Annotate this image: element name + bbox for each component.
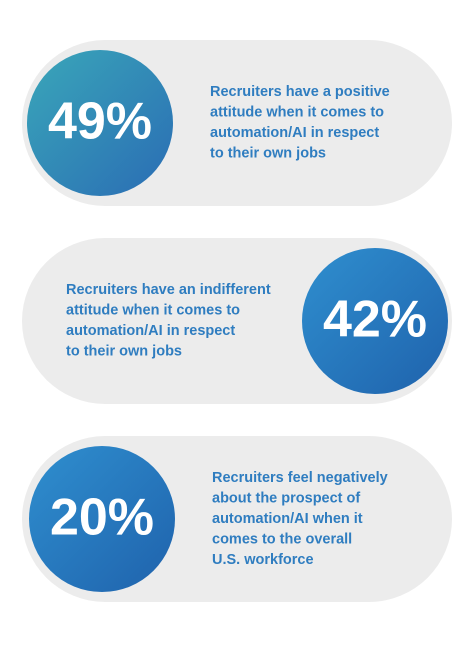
stat-description: automation/AI when it [212, 511, 363, 527]
stat-value: 20% [50, 489, 154, 547]
stat-value: 42% [323, 291, 427, 349]
stat-description: about the prospect of [212, 490, 360, 506]
stat-description: attitude when it comes to [210, 105, 384, 121]
stat-list: 49% Recruiters have a positive attitude wh… [22, 40, 452, 602]
stat-description: to their own jobs [66, 344, 182, 360]
stat-description: automation/AI in respect [66, 323, 235, 339]
stat-description: Recruiters feel negatively [212, 470, 388, 486]
stat-card: 20% Recruiters feel negatively about the p… [22, 436, 452, 602]
stat-card: 42% Recruiters have an indifferent attitud… [22, 238, 452, 404]
stat-description: automation/AI in respect [210, 125, 379, 141]
stat-circle [29, 446, 175, 592]
stat-value: 49% [48, 93, 152, 151]
stat-card: 49% Recruiters have a positive attitude wh… [22, 40, 452, 206]
stat-description: to their own jobs [210, 146, 326, 162]
stat-description: attitude when it comes to [66, 303, 240, 319]
stat-description: Recruiters have an indifferent [66, 282, 271, 298]
stat-circle [27, 50, 173, 196]
stat-description: comes to the overall [212, 531, 352, 547]
stat-circle [302, 248, 448, 394]
stat-description: U.S. workforce [212, 552, 314, 568]
stat-description: Recruiters have a positive [210, 84, 390, 100]
